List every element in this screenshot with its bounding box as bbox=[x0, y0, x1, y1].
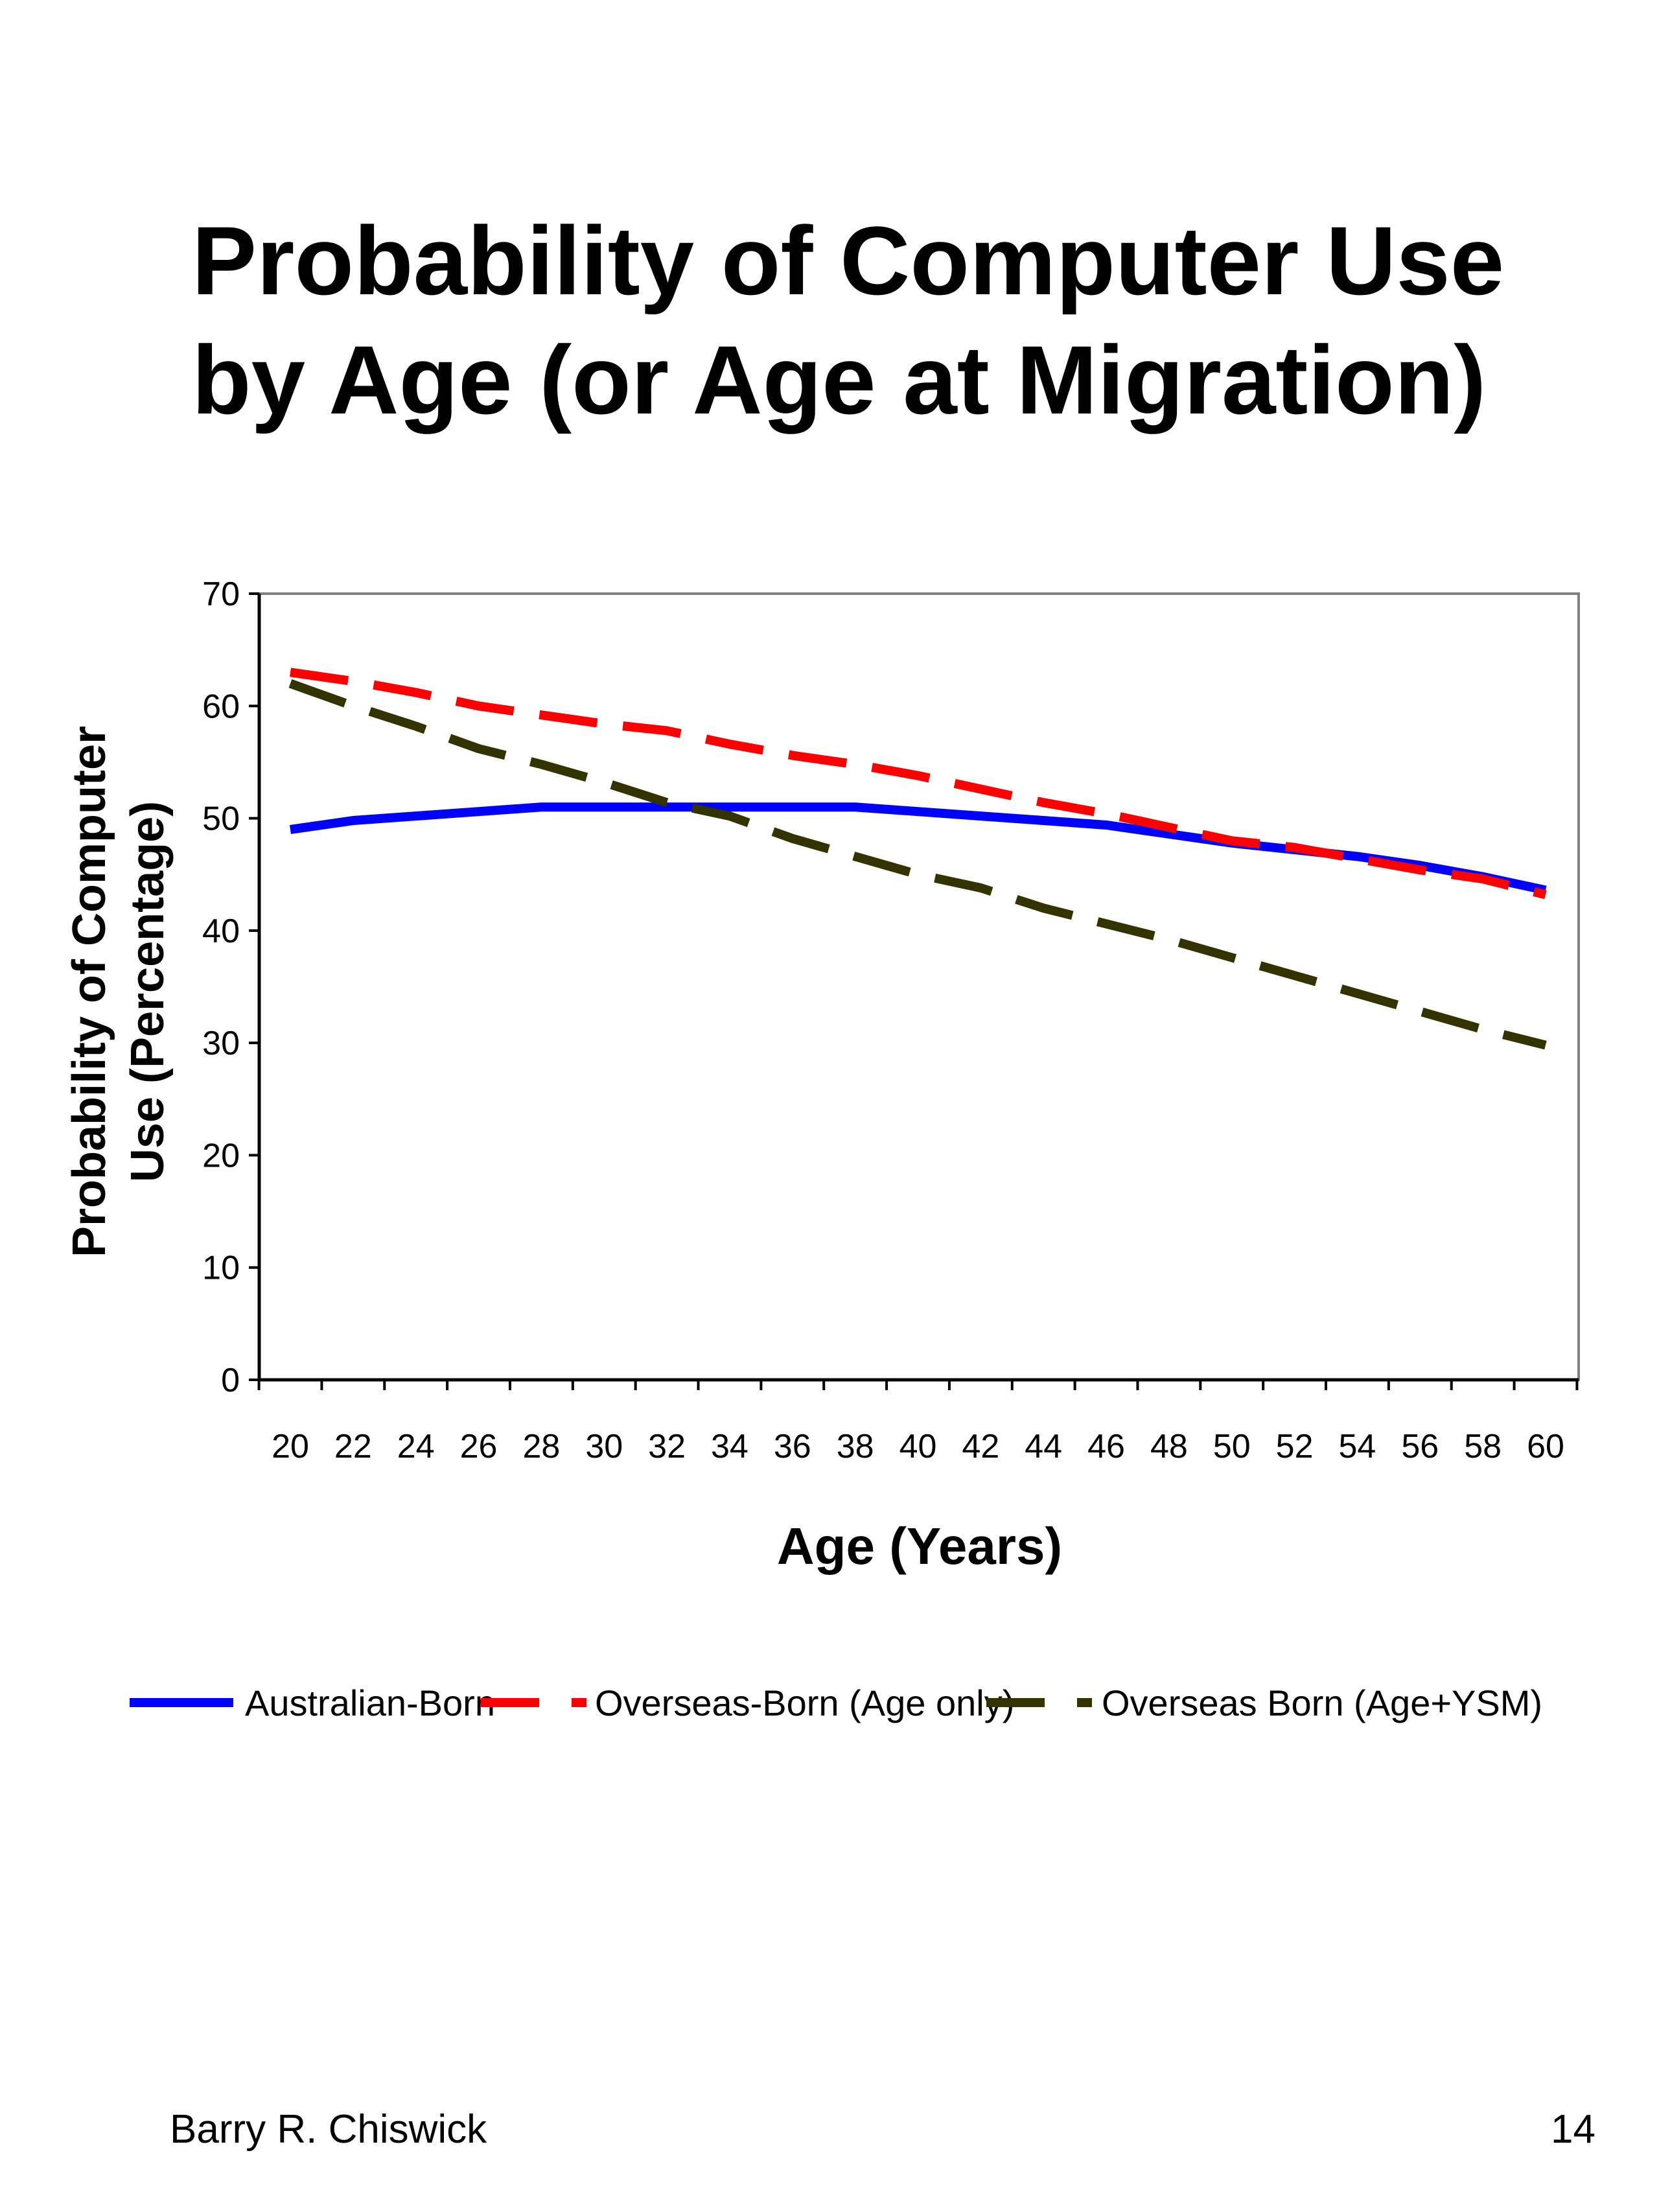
x-tick-label: 50 bbox=[1213, 1428, 1251, 1465]
y-tick-label: 60 bbox=[202, 688, 240, 725]
x-tick-label: 58 bbox=[1464, 1428, 1502, 1465]
series-lines bbox=[288, 668, 1547, 1050]
x-tick-label: 38 bbox=[837, 1428, 874, 1465]
x-tick-label: 40 bbox=[899, 1428, 937, 1465]
series-line-overseas-born-age-ysm bbox=[288, 679, 1547, 1050]
x-tick-label: 28 bbox=[522, 1428, 560, 1465]
plot-frame bbox=[257, 592, 1580, 1382]
x-tick-label: 60 bbox=[1527, 1428, 1564, 1465]
y-axis-ticks: 0 10 20 30 40 50 60 70 bbox=[202, 576, 259, 1399]
x-tick-label: 26 bbox=[460, 1428, 498, 1465]
y-tick-label: 10 bbox=[202, 1250, 240, 1287]
plot-area-border bbox=[258, 592, 1580, 1381]
slide-title-line1: Probability of Computer Use bbox=[192, 206, 1505, 315]
y-tick-label: 20 bbox=[202, 1137, 240, 1174]
x-tick-label: 30 bbox=[585, 1428, 623, 1465]
y-axis-label-line2: Use (Percentage) bbox=[122, 801, 174, 1182]
slide-title-line2: by Age (or Age at Migration) bbox=[192, 325, 1487, 434]
series-line-overseas-born-age-only bbox=[290, 668, 1547, 900]
y-axis-label-line1: Probability of Computer bbox=[64, 726, 115, 1257]
slide-title: Probability of Computer Use by Age (or A… bbox=[192, 201, 1618, 439]
legend-label-australian-born: Australian-Born bbox=[245, 1682, 495, 1723]
y-tick-label: 50 bbox=[202, 800, 240, 838]
x-tick-label: 46 bbox=[1087, 1428, 1125, 1465]
series-line-australian-born bbox=[290, 802, 1547, 895]
x-tick-label: 56 bbox=[1401, 1428, 1439, 1465]
x-tick-label: 32 bbox=[648, 1428, 686, 1465]
y-tick-label: 40 bbox=[202, 913, 240, 950]
x-tick-label: 52 bbox=[1276, 1428, 1314, 1465]
x-tick-label: 22 bbox=[334, 1428, 372, 1465]
legend-label-overseas-born-age-ysm: Overseas Born (Age+YSM) bbox=[1102, 1682, 1542, 1723]
x-tick-label: 42 bbox=[962, 1428, 999, 1465]
y-tick-label: 30 bbox=[202, 1025, 240, 1062]
x-tick-label: 34 bbox=[711, 1428, 748, 1465]
legend: Australian-Born Overseas-Born (Age only) O… bbox=[130, 1682, 1542, 1723]
page-number: 14 bbox=[1551, 2107, 1595, 2152]
x-tick-label: 44 bbox=[1025, 1428, 1062, 1465]
footer-author: Barry R. Chiswick bbox=[170, 2107, 487, 2152]
legend-label-overseas-born-age-only: Overseas-Born (Age only) bbox=[595, 1682, 1014, 1723]
x-tick-label: 36 bbox=[774, 1428, 811, 1465]
x-tick-label: 20 bbox=[272, 1428, 309, 1465]
y-tick-label: 70 bbox=[202, 576, 240, 613]
x-tick-label: 48 bbox=[1150, 1428, 1188, 1465]
x-axis-ticks: 20 22 24 26 28 30 32 34 36 38 40 42 44 46 48 50 52 54 56 58… bbox=[257, 1380, 1579, 1465]
y-tick-label: 0 bbox=[221, 1362, 240, 1399]
x-tick-label: 54 bbox=[1339, 1428, 1376, 1465]
x-axis-label: Age (Years) bbox=[777, 1517, 1062, 1575]
x-tick-label: 24 bbox=[397, 1428, 435, 1465]
